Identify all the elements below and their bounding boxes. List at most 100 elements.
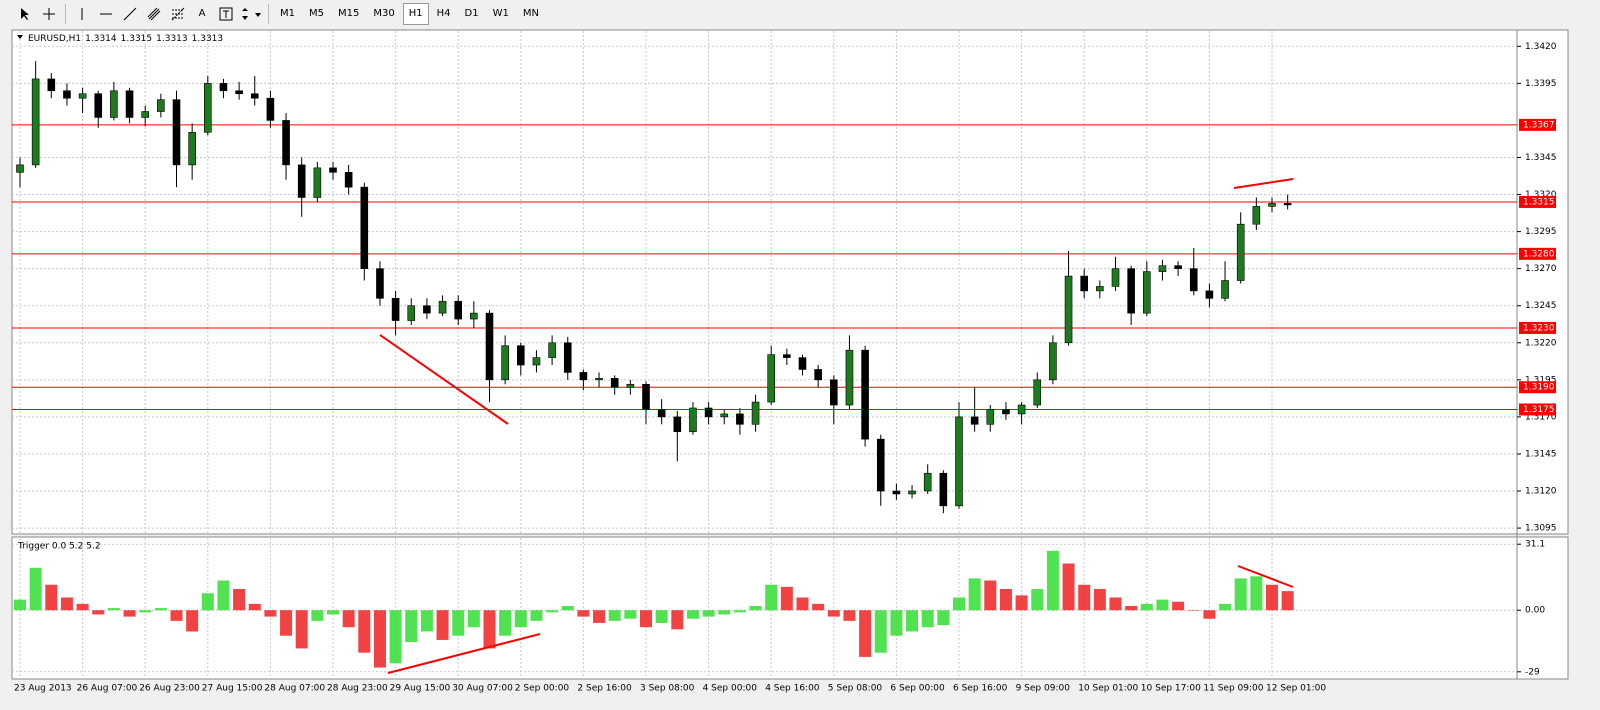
candle-body <box>344 172 353 188</box>
histogram-bar <box>452 610 465 636</box>
candle-body <box>360 186 369 269</box>
candle-body <box>1189 268 1198 292</box>
histogram-bar <box>1187 610 1200 611</box>
level-label: 1.3315 <box>1523 197 1555 207</box>
histogram-bar <box>60 597 73 611</box>
timeframe-button[interactable]: H4 <box>436 8 451 19</box>
histogram-bar <box>1234 578 1247 611</box>
candle-body <box>673 416 682 433</box>
crosshair-tool[interactable] <box>38 3 60 25</box>
candle-body <box>1017 404 1026 415</box>
separator <box>65 3 66 24</box>
candle-body <box>861 349 869 440</box>
candle-body <box>266 97 275 121</box>
y-tick-label: 1.3095 <box>1525 524 1557 534</box>
trend-lines <box>379 178 1294 674</box>
level-label: 1.3367 <box>1523 120 1555 130</box>
text-tool[interactable]: A <box>198 8 206 19</box>
histogram-bar <box>1156 599 1169 611</box>
trendline-tool[interactable] <box>119 3 141 25</box>
cursor-tool[interactable] <box>14 3 36 25</box>
candle-body <box>548 342 556 358</box>
histogram-bar <box>733 610 746 613</box>
candle-body <box>657 409 666 418</box>
candle-body <box>563 342 572 373</box>
label-tool[interactable] <box>215 3 237 25</box>
x-tick-label: 28 Aug 23:00 <box>327 684 388 694</box>
histogram-bar <box>702 610 715 617</box>
candle-body <box>642 383 650 410</box>
collapse-arrow <box>17 35 23 39</box>
histogram-bar <box>248 603 261 611</box>
histogram-bar <box>671 610 684 630</box>
candle-body <box>689 407 697 433</box>
y-tick-label: 1.3220 <box>1525 338 1557 348</box>
histogram-bar <box>1140 603 1153 611</box>
y-tick-label: 0.00 <box>1525 606 1545 616</box>
histogram-bar <box>217 580 230 611</box>
histogram-bar <box>1046 550 1059 611</box>
candle-body <box>845 349 854 406</box>
candle-body <box>235 90 243 95</box>
x-tick-label: 23 Aug 2013 <box>14 684 72 694</box>
candle-body <box>516 345 525 366</box>
candle-body <box>63 90 71 99</box>
timeframe-button[interactable]: MN <box>522 8 539 19</box>
candle-body <box>704 407 713 418</box>
histogram-bar <box>186 610 199 632</box>
candle-body <box>1236 223 1245 281</box>
candle-body <box>1158 265 1167 272</box>
timeframe-button[interactable]: M30 <box>373 8 395 19</box>
histogram-bar <box>1172 601 1185 611</box>
x-tick-label: 6 Sep 16:00 <box>953 684 1008 694</box>
timeframe-button[interactable]: D1 <box>464 8 479 19</box>
x-tick-label: 27 Aug 15:00 <box>202 684 263 694</box>
separator <box>268 3 269 24</box>
timeframe-button[interactable]: M5 <box>309 8 324 19</box>
candle-body <box>47 78 56 92</box>
candle-body <box>1096 286 1104 292</box>
candle-body <box>470 312 478 320</box>
trend-line <box>1233 178 1294 189</box>
x-tick-label: 4 Sep 16:00 <box>765 684 820 694</box>
histogram-bar <box>749 605 762 611</box>
icon <box>147 7 161 20</box>
candle-body <box>814 369 822 381</box>
x-tick-label: 29 Aug 15:00 <box>390 684 451 694</box>
y-tick-label: 1.3145 <box>1525 449 1557 459</box>
histogram-bar <box>1093 589 1106 611</box>
histogram-bar <box>405 610 418 643</box>
histogram-bar <box>968 578 981 611</box>
timeframe-button[interactable]: M15 <box>338 8 360 19</box>
timeframe-button[interactable]: M1 <box>280 8 295 19</box>
timeframe-button[interactable]: W1 <box>492 8 509 19</box>
header-item: 1.3313 <box>156 34 188 44</box>
candle-body <box>172 99 181 166</box>
histogram-bar <box>295 610 308 649</box>
fibo-tool[interactable] <box>167 3 189 25</box>
channel-tool[interactable] <box>143 3 165 25</box>
candle-body <box>125 90 134 118</box>
candle-body <box>204 83 212 133</box>
candle-body <box>876 438 885 492</box>
histogram-bar <box>1015 595 1028 611</box>
level-label-box <box>1519 118 1556 131</box>
hline-tool[interactable] <box>95 3 117 25</box>
icon <box>171 7 185 20</box>
vline-tool[interactable] <box>71 3 93 25</box>
histogram-bar <box>874 610 887 653</box>
candle-body <box>595 378 603 381</box>
header-item: 1.3315 <box>121 34 153 44</box>
x-tick-label: 30 Aug 07:00 <box>452 684 513 694</box>
icon <box>21 7 29 20</box>
arrows-tool[interactable] <box>239 3 263 25</box>
level-label: 1.3175 <box>1523 405 1555 415</box>
candle-body <box>219 83 228 92</box>
x-tick-label: 3 Sep 08:00 <box>640 684 695 694</box>
x-tick-label: 10 Sep 17:00 <box>1141 684 1201 694</box>
icon <box>81 7 83 20</box>
timeframe-button[interactable]: H1 <box>402 2 429 25</box>
histogram-bar <box>1266 584 1278 611</box>
candle-body <box>532 357 541 366</box>
